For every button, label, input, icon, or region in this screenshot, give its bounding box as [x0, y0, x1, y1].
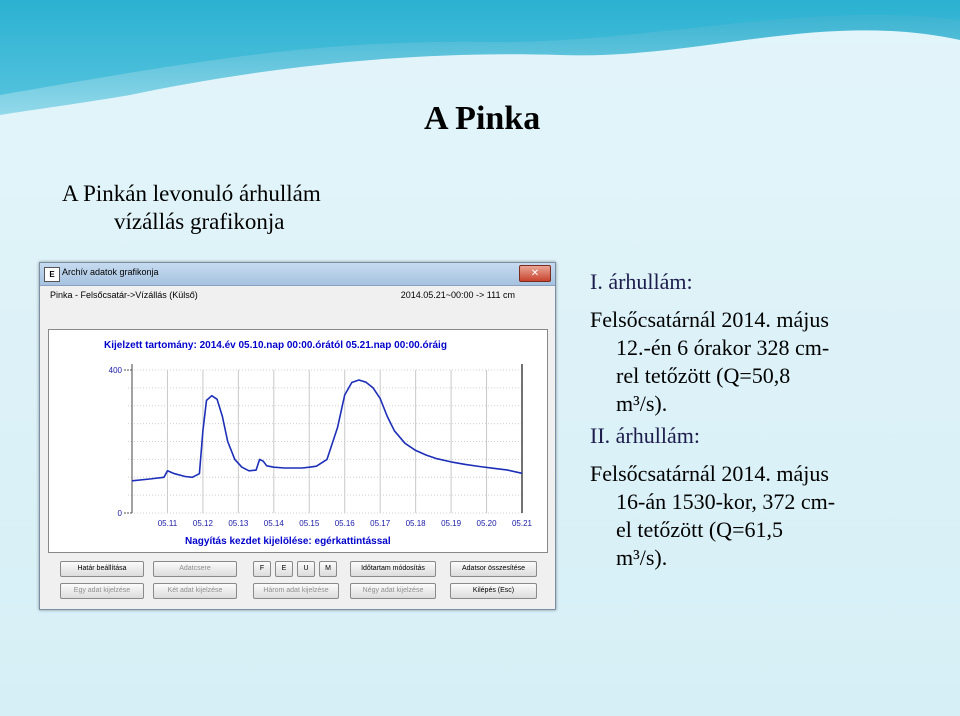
wave2-line-4: m³/s). — [616, 545, 668, 570]
zoom-hint: Nagyítás kezdet kijelölése: egérkattintá… — [185, 536, 391, 547]
x-tick-label: 05.15 — [299, 519, 320, 528]
wave2-line-1: Felsőcsatárnál 2014. május — [590, 461, 829, 486]
f-button[interactable]: F — [253, 561, 271, 577]
m-button[interactable]: M — [319, 561, 337, 577]
x-tick-label: 05.12 — [193, 519, 214, 528]
y-tick-label: 0 — [118, 509, 123, 518]
three-data-view-button[interactable]: Három adat kijelzése — [253, 583, 339, 599]
wave1-text: Felsőcsatárnál 2014. május 12.-én 6 órak… — [590, 306, 950, 418]
close-button[interactable]: ✕ — [519, 265, 551, 282]
y-tick-label: 400 — [109, 366, 123, 375]
water-level-line — [131, 379, 523, 482]
archive-chart-window: E Archív adatok grafikonja ✕ Pinka - Fel… — [39, 262, 556, 610]
x-tick-label: 05.11 — [158, 519, 178, 528]
wave1-line-3: rel tetőzött (Q=50,8 — [616, 363, 791, 388]
x-tick-label: 05.19 — [441, 519, 462, 528]
data-swap-button[interactable]: Adatcsere — [153, 561, 237, 577]
window-titlebar[interactable]: E Archív adatok grafikonja ✕ — [40, 263, 555, 286]
x-tick-label: 05.17 — [370, 519, 391, 528]
water-level-chart[interactable]: 05.11 05.12 05.13 05.14 05.15 05.16 05.17 05.18… — [40, 263, 555, 563]
range-label: Kijelzett tartomány: 2014.év 05.10.nap 0… — [104, 340, 447, 351]
two-data-view-button[interactable]: Két adat kijelzése — [153, 583, 237, 599]
header-wave-decoration — [0, 0, 960, 115]
limit-setting-button[interactable]: Határ beállítása — [60, 561, 144, 577]
wave2-line-2: 16-án 1530-kor, 372 cm- — [616, 489, 836, 514]
x-tick-label: 05.13 — [228, 519, 249, 528]
window-title: Archív adatok grafikonja — [62, 267, 159, 277]
wave2-line-3: el tetőzött (Q=61,5 — [616, 517, 783, 542]
station-label: Pinka - Felsőcsatár->Vízállás (Külső) — [50, 290, 198, 300]
x-tick-label: 05.16 — [335, 519, 356, 528]
series-summary-button[interactable]: Adatsor összesítése — [450, 561, 537, 577]
four-data-view-button[interactable]: Négy adat kijelzése — [350, 583, 436, 599]
wave2-heading: II. árhullám: — [590, 423, 700, 448]
notes-panel: I. árhullám: Felsőcsatárnál 2014. május … — [590, 268, 950, 576]
exit-button[interactable]: Kilépés (Esc) — [450, 583, 537, 599]
app-icon: E — [44, 267, 60, 282]
x-tick-label: 05.18 — [406, 519, 427, 528]
caption-line-1: A Pinkán levonuló árhullám — [62, 181, 321, 206]
duration-change-button[interactable]: Időtartam módosítás — [350, 561, 436, 577]
info-row: Pinka - Felsőcsatár->Vízállás (Külső) 20… — [50, 290, 545, 300]
current-reading: 2014.05.21~00:00 -> 111 cm — [400, 290, 515, 300]
wave2-text: Felsőcsatárnál 2014. május 16-án 1530-ko… — [590, 460, 950, 572]
x-tick-label: 05.14 — [264, 519, 285, 528]
x-tick-label: 05.21 — [512, 519, 533, 528]
slide-caption: A Pinkán levonuló árhullám vízállás graf… — [62, 180, 321, 236]
one-data-view-button[interactable]: Egy adat kijelzése — [60, 583, 144, 599]
x-tick-label: 05.20 — [477, 519, 498, 528]
e-button[interactable]: E — [275, 561, 293, 577]
caption-line-2: vízállás grafikonja — [114, 209, 285, 234]
wave1-line-1: Felsőcsatárnál 2014. május — [590, 307, 829, 332]
wave1-heading: I. árhullám: — [590, 269, 693, 294]
wave1-line-2: 12.-én 6 órakor 328 cm- — [616, 335, 830, 360]
slide-title: A Pinka — [424, 100, 541, 137]
u-button[interactable]: U — [297, 561, 315, 577]
wave1-line-4: m³/s). — [616, 391, 668, 416]
